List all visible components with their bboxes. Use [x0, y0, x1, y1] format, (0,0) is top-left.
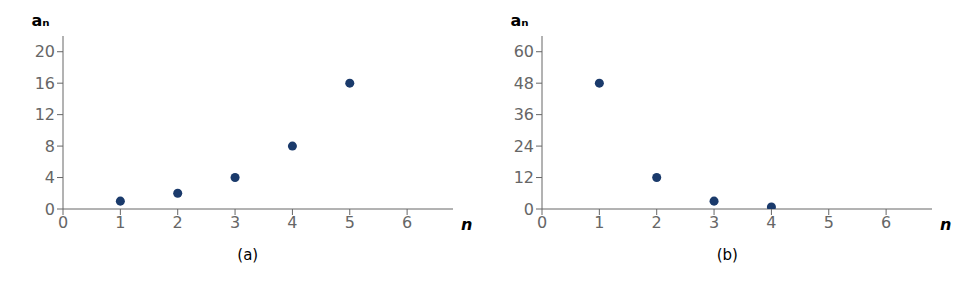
svg-text:12: 12 [514, 168, 534, 187]
svg-text:48: 48 [514, 74, 534, 93]
svg-text:n: n [461, 215, 472, 234]
svg-text:0: 0 [524, 200, 534, 219]
svg-text:36: 36 [514, 105, 534, 124]
svg-text:60: 60 [514, 42, 534, 61]
svg-text:aₙ: aₙ [511, 11, 529, 30]
svg-text:20: 20 [34, 42, 54, 61]
svg-text:1: 1 [115, 213, 125, 232]
svg-text:0: 0 [58, 213, 68, 232]
svg-text:0: 0 [45, 200, 55, 219]
svg-text:n: n [940, 215, 951, 234]
svg-text:4: 4 [45, 168, 55, 187]
svg-text:16: 16 [34, 74, 54, 93]
svg-text:2: 2 [652, 213, 662, 232]
svg-text:8: 8 [45, 137, 55, 156]
svg-text:0: 0 [537, 213, 547, 232]
html-text:(a): (a) [237, 246, 259, 264]
svg-text:5: 5 [344, 213, 354, 232]
svg-text:3: 3 [230, 213, 240, 232]
svg-text:6: 6 [402, 213, 412, 232]
svg-text:1: 1 [595, 213, 605, 232]
svg-text:4: 4 [767, 213, 777, 232]
svg-text:4: 4 [287, 213, 297, 232]
svg-text:6: 6 [881, 213, 891, 232]
svg-text:aₙ: aₙ [31, 11, 49, 30]
svg-text:2: 2 [172, 213, 182, 232]
html-text:(b): (b) [716, 246, 738, 264]
svg-text:12: 12 [34, 105, 54, 124]
svg-text:3: 3 [709, 213, 719, 232]
svg-text:24: 24 [514, 137, 534, 156]
svg-text:5: 5 [824, 213, 834, 232]
